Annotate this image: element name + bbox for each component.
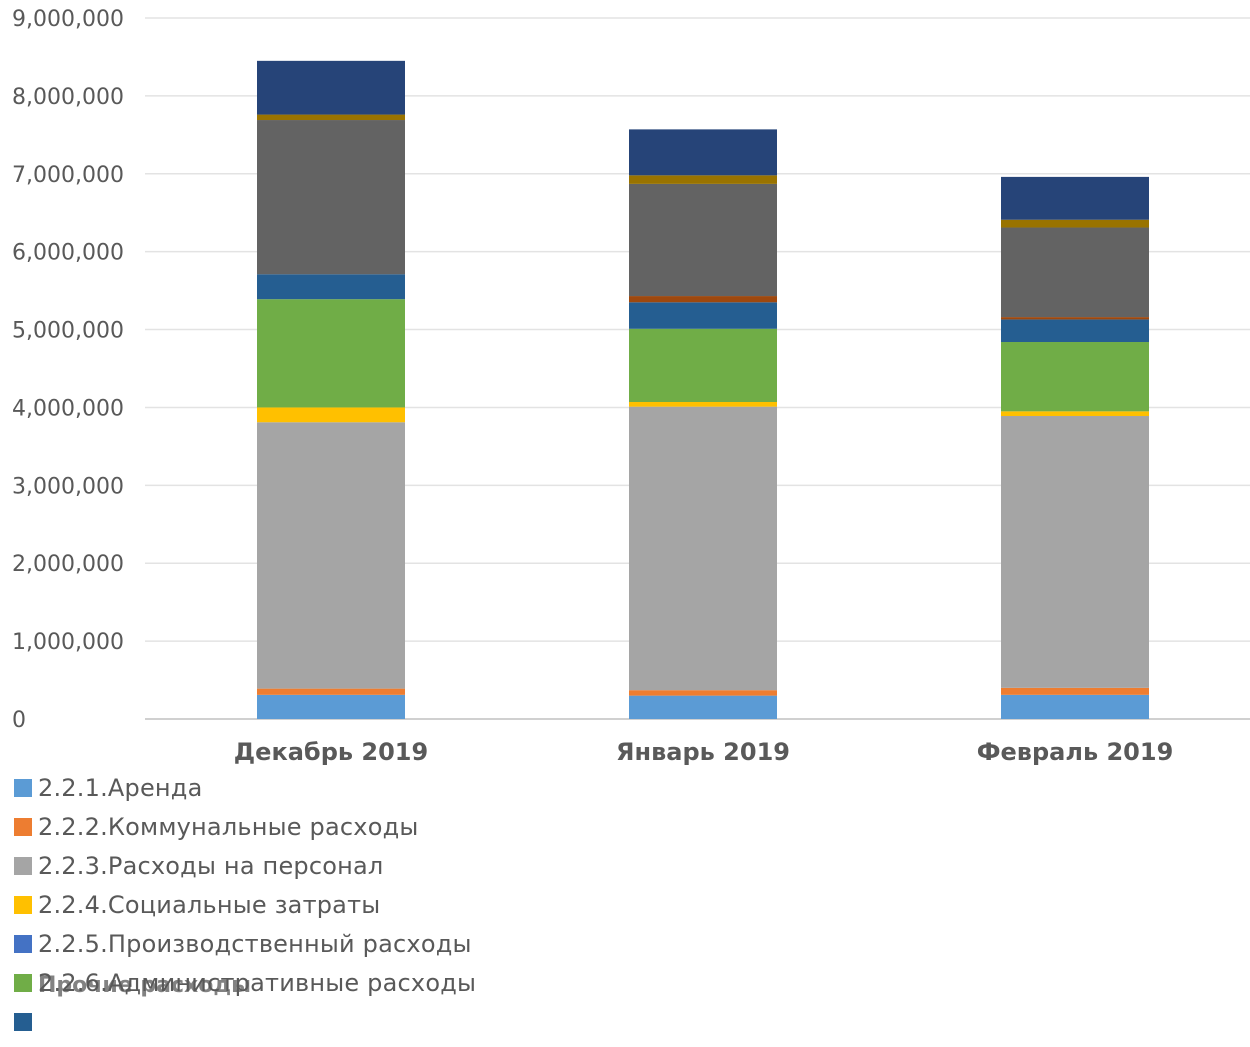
legend-label: 2.2.2.Коммунальные расходы [38,812,419,841]
x-category-label: Февраль 2019 [977,738,1174,766]
bar-segment [257,694,405,719]
legend: 2.2.1.Аренда 2.2.2.Коммунальные расходы … [14,768,614,1047]
bar-segment [257,274,405,300]
legend-label: 2.2.5.Производственный расходы [38,929,472,958]
legend-item [14,1041,614,1047]
bar-segment [257,114,405,121]
bar-segment [257,422,405,689]
y-tick-label: 7,000,000 [12,163,124,188]
bar-segment [629,406,777,691]
legend-overlapping-label: Прочие расходы [38,973,251,998]
bar-segment [257,60,405,115]
bar-segment [1001,687,1149,695]
legend-label: 2.2.4.Социальные затраты [38,890,381,919]
bar-segment [1001,694,1149,719]
stacked-bar-chart: 0 1,000,000 2,000,000 3,000,000 4,000,000 5,0… [12,7,1250,766]
bar-segment [629,690,777,696]
bars [257,60,1149,719]
y-tick-label: 9,000,000 [12,7,124,32]
y-axis-ticks: 0 1,000,000 2,000,000 3,000,000 4,000,000 5,0… [12,7,124,733]
legend-label: 2.2.1.Аренда [38,773,203,802]
bar-segment [629,401,777,407]
bar-segment [629,302,777,329]
bar-segment [629,175,777,184]
legend-item [14,1002,614,1041]
legend-item: 2.2.3.Расходы на персонал [14,846,614,885]
bar-segment [1001,219,1149,228]
bar-segment [1001,319,1149,343]
legend-item: 2.2.4.Социальные затраты [14,885,614,924]
bar-segment [257,688,405,695]
legend-swatch [14,973,32,992]
legend-swatch [14,934,32,953]
x-axis-categories: Декабрь 2019 Январь 2019 Февраль 2019 [234,738,1173,766]
legend-swatch [14,1012,32,1031]
bar-segment [257,299,405,408]
y-tick-label: 4,000,000 [12,396,124,421]
bar-segment [1001,176,1149,220]
legend-label: 2.2.6.Административные расходы [38,968,477,997]
bar-segment [629,129,777,176]
y-tick-label: 0 [12,708,26,733]
bar-segment [1001,416,1149,688]
legend-swatch [14,895,32,914]
legend-label: 2.2.3.Расходы на персонал [38,851,384,880]
bar-segment [629,695,777,719]
bar-segment [629,183,777,297]
legend-item: 2.2.2.Коммунальные расходы [14,807,614,846]
legend-item: 2.2.1.Аренда [14,768,614,807]
y-tick-label: 6,000,000 [12,241,124,266]
bar-segment [1001,227,1149,318]
legend-swatch [14,856,32,875]
legend-item: 2.2.5.Производственный расходы [14,924,614,963]
y-tick-label: 2,000,000 [12,552,124,577]
legend-item: 2.2.6.Административные расходы Прочие ра… [14,963,614,1002]
bar-segment [1001,411,1149,417]
legend-swatch [14,778,32,797]
bar-segment [1001,342,1149,412]
legend-swatch [14,817,32,836]
bar-segment [629,296,777,303]
bar-segment [257,407,405,423]
x-category-label: Январь 2019 [616,738,790,766]
y-tick-label: 8,000,000 [12,85,124,110]
bar-segment [257,120,405,275]
bar-segment [1001,317,1149,320]
y-tick-label: 5,000,000 [12,319,124,344]
y-tick-label: 3,000,000 [12,474,124,499]
x-category-label: Декабрь 2019 [234,738,428,766]
bar-segment [629,328,777,402]
y-tick-label: 1,000,000 [12,630,124,655]
